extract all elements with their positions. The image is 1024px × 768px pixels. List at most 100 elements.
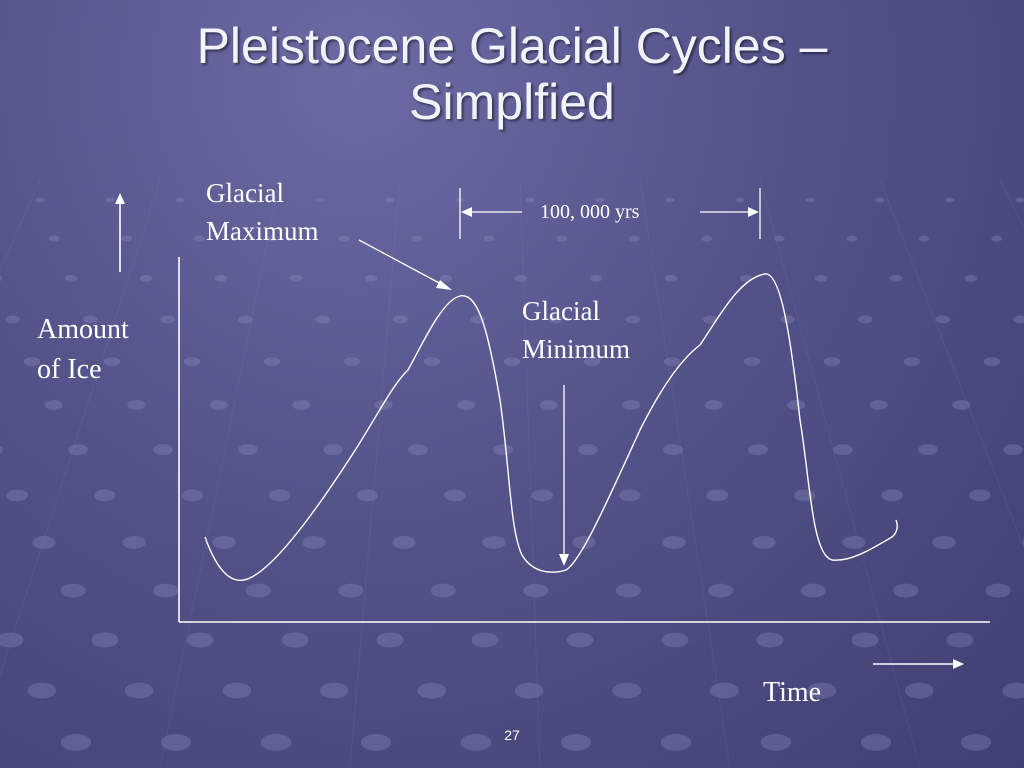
- background-dot: [881, 489, 904, 502]
- background-dot: [193, 235, 205, 242]
- background-dot: [0, 445, 3, 454]
- background-dot: [423, 357, 441, 367]
- background-dot: [706, 489, 729, 502]
- background-dot: [292, 400, 311, 410]
- background-dot: [735, 197, 745, 203]
- background-dot: [0, 632, 24, 648]
- glacial-maximum-label-line-1: Glacial: [206, 178, 284, 208]
- background-dot: [289, 274, 303, 282]
- background-dot: [748, 444, 768, 456]
- background-dot: [893, 583, 919, 598]
- background-dot: [160, 315, 175, 324]
- background-dot: [773, 235, 785, 242]
- background-dot: [439, 274, 453, 282]
- background-dot: [663, 444, 683, 456]
- background-dot: [615, 583, 641, 598]
- background-dot: [800, 583, 826, 598]
- background-dot: [833, 444, 853, 456]
- background-dot: [814, 274, 828, 282]
- background-grid-line: [879, 179, 1024, 550]
- background-dot: [904, 682, 934, 699]
- background-dot: [539, 400, 558, 410]
- background-dot: [662, 535, 686, 549]
- background-dot: [238, 315, 253, 324]
- background-dot: [460, 733, 492, 751]
- background-dot: [842, 535, 866, 549]
- background-dot: [319, 682, 349, 699]
- background-dot: [805, 197, 815, 203]
- background-dot: [430, 583, 456, 598]
- background-dot: [625, 315, 640, 324]
- background-dot: [338, 235, 350, 242]
- background-dot: [514, 682, 544, 699]
- background-dot: [376, 632, 404, 648]
- background-dot: [5, 315, 20, 324]
- slide-title: Pleistocene Glacial Cycles – Simplfied: [0, 18, 1024, 130]
- background-dot: [266, 235, 278, 242]
- background-dot: [44, 400, 63, 410]
- background-dot: [64, 274, 78, 282]
- background-grid-line: [759, 179, 921, 768]
- background-dot: [932, 535, 956, 549]
- glacial-maximum-label: Glacial Maximum: [206, 174, 319, 250]
- background-dot: [663, 357, 681, 367]
- background-dot: [612, 682, 642, 699]
- background-dot: [618, 489, 641, 502]
- background-dot: [701, 235, 713, 242]
- background-dot: [281, 632, 309, 648]
- background-dot: [245, 197, 255, 203]
- background-dot: [780, 315, 795, 324]
- background-dot: [483, 235, 495, 242]
- background-dot: [260, 733, 292, 751]
- background-dot: [93, 489, 116, 502]
- background-dot: [214, 274, 228, 282]
- background-dot: [122, 535, 146, 549]
- background-dot: [315, 315, 330, 324]
- background-dot: [127, 400, 146, 410]
- glacial-minimum-label-line-2: Minimum: [522, 334, 631, 364]
- background-dot: [323, 444, 343, 456]
- background-dot: [35, 197, 45, 203]
- background-dot: [556, 235, 568, 242]
- background-dot: [212, 535, 236, 549]
- background-dot: [1015, 197, 1024, 203]
- up-arrow-icon: [115, 193, 125, 272]
- background-dot: [572, 535, 596, 549]
- background-dot: [743, 357, 761, 367]
- background-dot: [268, 489, 291, 502]
- background-dot: [595, 197, 605, 203]
- y-axis-label-line-2: of Ice: [37, 354, 102, 385]
- background-dot: [392, 535, 416, 549]
- background-dot: [360, 733, 392, 751]
- background-dot: [918, 235, 930, 242]
- minimum-pointer-arrow: [559, 385, 569, 566]
- background-dot: [343, 357, 361, 367]
- background-dot: [139, 274, 153, 282]
- background-dot: [160, 733, 192, 751]
- background-dot: [493, 444, 513, 456]
- ice-volume-curve: [204, 273, 898, 581]
- background-dot: [103, 357, 121, 367]
- glacial-maximum-label-line-2: Maximum: [206, 216, 319, 246]
- background-dot: [660, 733, 692, 751]
- background-dot: [302, 535, 326, 549]
- glacial-minimum-label-line-1: Glacial: [522, 296, 600, 326]
- background-dot: [946, 632, 974, 648]
- background-dot: [860, 733, 892, 751]
- background-dot: [665, 197, 675, 203]
- background-dot: [83, 315, 98, 324]
- background-dot: [48, 235, 60, 242]
- background-dot: [739, 274, 753, 282]
- x-axis-label: Time: [763, 677, 822, 708]
- background-dot: [338, 583, 364, 598]
- background-dot: [482, 535, 506, 549]
- background-dot: [1003, 444, 1023, 456]
- background-dot: [121, 235, 133, 242]
- background-dot: [851, 632, 879, 648]
- background-dot: [964, 274, 978, 282]
- background-dot: [471, 632, 499, 648]
- background-dot: [960, 733, 992, 751]
- background-dot: [661, 632, 689, 648]
